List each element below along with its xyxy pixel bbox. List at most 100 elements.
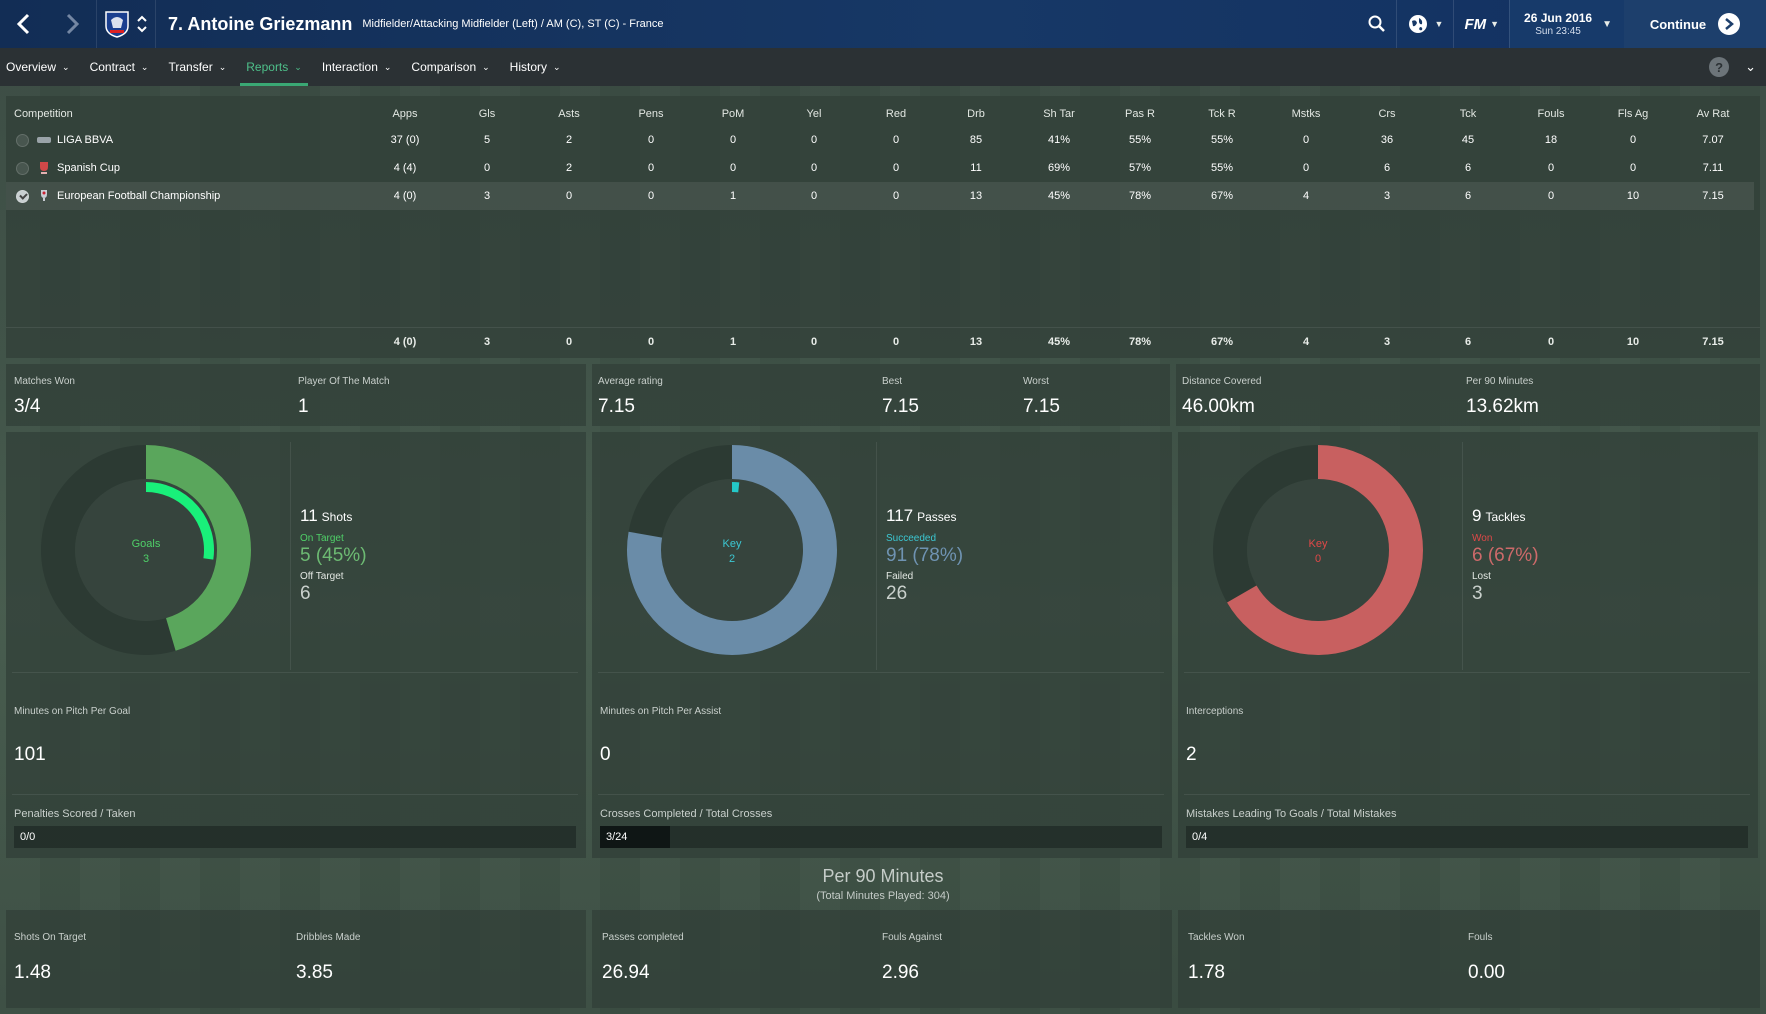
worst-rating-label: Worst	[1023, 376, 1049, 387]
chevron-down-icon[interactable]: ⌄	[1745, 59, 1756, 74]
row-checkbox[interactable]	[16, 134, 29, 147]
table-total-cell: 4	[1302, 336, 1310, 348]
table-cell: 0	[1629, 134, 1637, 146]
average-rating-label: Average rating	[598, 376, 663, 387]
table-cell: 0	[647, 134, 655, 146]
column-header[interactable]: Tck	[1459, 108, 1477, 120]
panel-divider	[876, 442, 877, 670]
per90-stat-label: Fouls	[1468, 932, 1493, 943]
passes-progress-fill	[600, 826, 671, 848]
tab-label: Transfer	[168, 60, 213, 74]
shots-total: 11 Shots	[300, 506, 352, 526]
table-row[interactable]: LIGA BBVA 37 (0) 5 2 0 0 0 0 85 41% 55% 55% 0 36 45 18…	[6, 126, 1754, 154]
world-menu-button[interactable]: ▼	[1395, 0, 1454, 48]
distance-label: Distance Covered	[1182, 376, 1262, 387]
team-crest-switcher[interactable]	[96, 0, 156, 48]
table-row[interactable]: Spanish Cup 4 (4) 0 2 0 0 0 0 11 69% 57% 55% 0 6 6 0 0 7…	[6, 154, 1754, 182]
row-checkbox[interactable]	[16, 190, 29, 203]
column-header[interactable]: Red	[885, 108, 907, 120]
tackles-total-value: 9	[1472, 506, 1482, 525]
table-cell: 55%	[1128, 134, 1152, 146]
tab-overview[interactable]: Overview ⌄	[0, 48, 76, 86]
column-header[interactable]: Yel	[806, 108, 822, 120]
column-header[interactable]: Crs	[1378, 108, 1396, 120]
continue-label: Continue	[1649, 16, 1707, 32]
table-cell: 41%	[1047, 134, 1071, 146]
table-cell: 0	[565, 190, 573, 202]
column-header[interactable]: Pens	[638, 108, 664, 120]
distance-summary-panel: Distance Covered 46.00km Per 90 Minutes …	[1176, 364, 1760, 426]
table-cell: 6	[1464, 162, 1472, 174]
donut-center-label: Key	[723, 538, 742, 550]
table-total-cell: 4 (0)	[393, 336, 417, 348]
column-header[interactable]: Sh Tar	[1043, 108, 1075, 120]
column-header[interactable]: Asts	[558, 108, 580, 120]
player-positions: Midfielder/Attacking Midfielder (Left) /…	[362, 18, 664, 30]
column-header[interactable]: Competition	[14, 108, 73, 120]
table-cell: 0	[1547, 162, 1555, 174]
panel-divider	[1184, 794, 1750, 795]
column-header[interactable]: Fouls	[1537, 108, 1565, 120]
tackles-progress-bar: 0/4	[1186, 826, 1748, 848]
column-header[interactable]: Pas R	[1125, 108, 1155, 120]
table-total-cell: 0	[647, 336, 655, 348]
tackles-progress-text: 0/4	[1192, 831, 1208, 843]
tab-interaction[interactable]: Interaction ⌄	[316, 48, 398, 86]
table-cell: 0	[810, 162, 818, 174]
column-header[interactable]: Gls	[478, 108, 496, 120]
passes-total-label: Passes	[917, 510, 957, 524]
tab-transfer[interactable]: Transfer ⌄	[162, 48, 232, 86]
continue-button[interactable]: Continue	[1624, 0, 1766, 48]
tab-bar: Overview ⌄ Contract ⌄ Transfer ⌄ Reports ⌄ I…	[0, 48, 1766, 86]
tab-contract[interactable]: Contract ⌄	[84, 48, 155, 86]
table-total-cell: 7.15	[1702, 336, 1724, 348]
chevron-down-icon: ⌄	[62, 61, 70, 72]
shots-success-label: On Target	[300, 533, 344, 544]
table-total-cell: 0	[810, 336, 818, 348]
fm-logo-icon: FM	[1464, 15, 1487, 33]
column-header[interactable]: Apps	[392, 108, 418, 120]
column-header[interactable]: Mstks	[1291, 108, 1321, 120]
column-header[interactable]: Av Rat	[1696, 108, 1730, 120]
date-menu[interactable]: 26 Jun 2016 Sun 23:45 ▼	[1509, 0, 1624, 48]
panel-divider	[1462, 442, 1463, 670]
chevron-down-icon: ⌄	[218, 61, 227, 72]
liga-bbva-logo-icon	[37, 137, 51, 143]
per90-stat-value: 2.96	[882, 962, 919, 983]
table-total-cell: 3	[1383, 336, 1391, 348]
shots-panel: Goals 3 11 Shots On Target 5 (45%) Off Tar…	[6, 432, 586, 858]
panel-divider	[598, 672, 1164, 673]
per90-distance-value: 13.62km	[1466, 396, 1539, 417]
chevron-down-icon: ▼	[1602, 18, 1612, 30]
donut-center-label: Goals	[132, 538, 161, 550]
table-cell: 0	[1302, 134, 1310, 146]
help-icon[interactable]: ?	[1709, 57, 1730, 77]
back-button[interactable]	[0, 0, 48, 48]
table-cell: 0	[810, 190, 818, 202]
forward-button[interactable]	[48, 0, 96, 48]
table-cell: 45%	[1047, 190, 1071, 202]
column-header[interactable]: PoM	[721, 108, 745, 120]
column-header[interactable]: Drb	[967, 108, 985, 120]
table-cell: 55%	[1210, 162, 1234, 174]
panel-divider	[12, 794, 578, 795]
fm-menu-button[interactable]: FM ▼	[1453, 0, 1509, 48]
table-cell: 78%	[1128, 190, 1152, 202]
search-button[interactable]	[1358, 0, 1396, 48]
table-row[interactable]: European Football Championship 4 (0) 3 0 0 1…	[6, 182, 1754, 210]
per90-distance-label: Per 90 Minutes	[1466, 376, 1534, 387]
chevron-down-icon: ⌄	[553, 61, 561, 72]
table-total-cell: 13	[969, 336, 983, 348]
tab-history[interactable]: History ⌄	[504, 48, 567, 86]
column-header[interactable]: Tck R	[1208, 108, 1236, 120]
competition-name: LIGA BBVA	[57, 134, 114, 146]
column-header[interactable]: Fls Ag	[1617, 108, 1649, 120]
donut-center-label: Key	[1309, 538, 1328, 550]
match-summary-panel: Matches Won 3/4 Player Of The Match 1	[6, 364, 586, 426]
tab-label: Interaction	[321, 60, 378, 74]
row-checkbox[interactable]	[16, 162, 29, 175]
passes-total: 117 Passes	[886, 506, 956, 526]
tab-reports[interactable]: Reports ⌄	[240, 48, 308, 86]
france-crest-icon	[105, 11, 129, 38]
tab-comparison[interactable]: Comparison ⌄	[405, 48, 495, 86]
